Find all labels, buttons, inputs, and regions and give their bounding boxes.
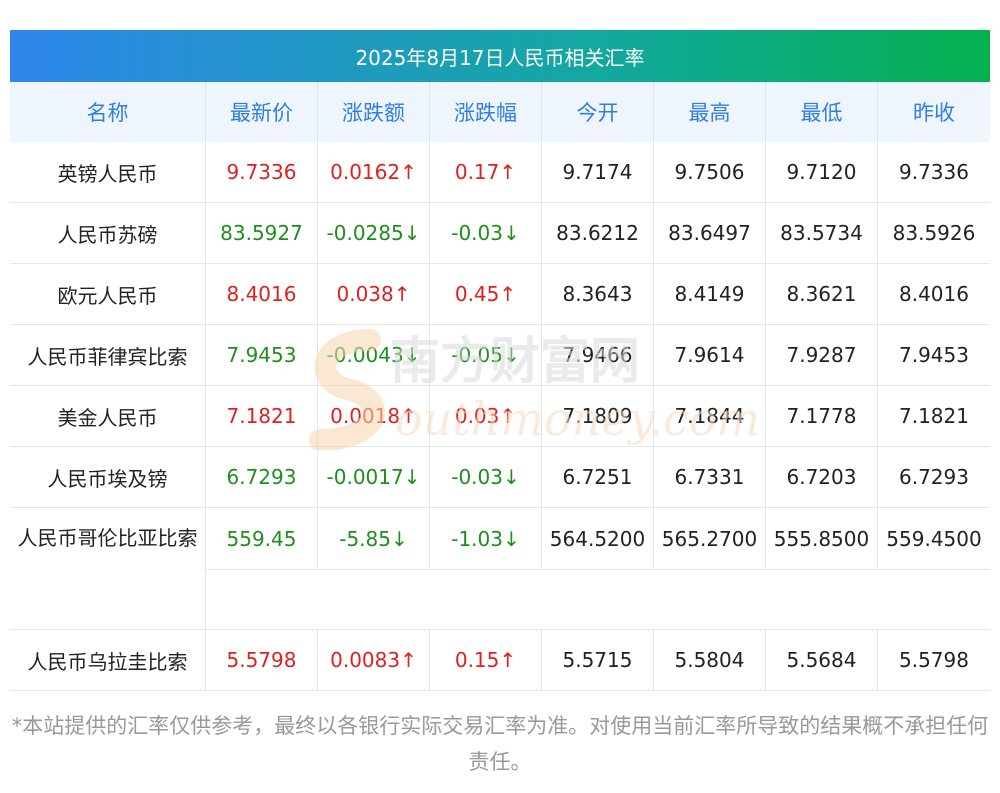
last-price: 9.7336 [206, 142, 318, 202]
high: 5.5804 [654, 630, 766, 690]
table-row: 人民币乌拉圭比索 5.5798 0.0083↑ 0.15↑ 5.5715 5.5804 5.… [10, 630, 990, 691]
header-name: 名称 [10, 82, 206, 142]
row-name: 英镑人民币 [10, 142, 206, 202]
change-pct: 0.45↑ [430, 264, 542, 324]
high: 9.7506 [654, 142, 766, 202]
open: 7.1809 [542, 386, 654, 446]
table-header: 名称 最新价 涨跌额 涨跌幅 今开 最高 最低 昨收 [10, 82, 990, 142]
table-row: 人民币哥伦比亚比索 559.45 -5.85↓ -1.03↓ 564.5200 565.2… [10, 508, 990, 630]
disclaimer: *本站提供的汇率仅供参考，最终以各银行实际交易汇率为准。对使用当前汇率所导致的结… [11, 714, 989, 774]
page-title: 2025年8月17日人民币相关汇率 [10, 30, 990, 82]
open: 8.3643 [542, 264, 654, 324]
change: -0.0043↓ [318, 325, 430, 385]
row-name: 人民币哥伦比亚比索 [10, 508, 206, 630]
prev-close: 6.7293 [899, 465, 969, 489]
row-divider [206, 569, 990, 570]
change: -0.0017↓ [318, 447, 430, 507]
low: 6.7203 [766, 447, 878, 507]
prev-close: 5.5798 [899, 648, 969, 672]
row-name: 人民币埃及镑 [10, 447, 206, 507]
change-pct: -0.05↓ [430, 325, 542, 385]
prev-close: 559.4500 [886, 526, 982, 551]
open: 7.9466 [542, 325, 654, 385]
row-name: 美金人民币 [10, 386, 206, 446]
last-price: 8.4016 [206, 264, 318, 324]
table-row: 欧元人民币 8.4016 0.038↑ 0.45↑ 8.3643 8.4149 8.3621… [10, 264, 990, 325]
low: 83.5734 [766, 203, 878, 263]
change: 0.038↑ [318, 264, 430, 324]
change: -0.0285↓ [318, 203, 430, 263]
last-price: 7.1821 [206, 386, 318, 446]
change-pct: -1.03↓ [430, 508, 542, 569]
table-row: 人民币菲律宾比索 7.9453 -0.0043↓ -0.05↓ 7.9466 7.9614… [10, 325, 990, 386]
high: 83.6497 [654, 203, 766, 263]
high: 565.2700 [654, 508, 766, 569]
header-last: 最新价 [206, 82, 318, 142]
header-change: 涨跌额 [318, 82, 430, 142]
table-row: 人民币埃及镑 6.7293 -0.0017↓ -0.03↓ 6.7251 6.7331 6.… [10, 447, 990, 508]
header-change-pct: 涨跌幅 [430, 82, 542, 142]
row-name: 人民币菲律宾比索 [10, 325, 206, 385]
header-prev-close: 昨收 [913, 101, 955, 125]
change-pct: 0.03↑ [430, 386, 542, 446]
prev-close: 7.1821 [899, 404, 969, 428]
table-row: 人民币苏磅 83.5927 -0.0285↓ -0.03↓ 83.6212 83.6497… [10, 203, 990, 264]
row-name: 欧元人民币 [10, 264, 206, 324]
change: 0.0083↑ [318, 630, 430, 690]
last-price: 559.45 [206, 508, 318, 569]
change-pct: 0.15↑ [430, 630, 542, 690]
header-open: 今开 [542, 82, 654, 142]
prev-close: 9.7336 [899, 160, 969, 184]
last-price: 83.5927 [206, 203, 318, 263]
change: -5.85↓ [318, 508, 430, 569]
header-high: 最高 [654, 82, 766, 142]
last-price: 5.5798 [206, 630, 318, 690]
row-name: 人民币苏磅 [10, 203, 206, 263]
low: 555.8500 [766, 508, 878, 569]
table-row: 美金人民币 7.1821 0.0018↑ 0.03↑ 7.1809 7.1844 7.177… [10, 386, 990, 447]
high: 6.7331 [654, 447, 766, 507]
change: 0.0018↑ [318, 386, 430, 446]
open: 83.6212 [542, 203, 654, 263]
prev-close: 83.5926 [892, 221, 976, 245]
high: 7.9614 [654, 325, 766, 385]
open: 9.7174 [542, 142, 654, 202]
change-pct: -0.03↓ [430, 203, 542, 263]
low: 8.3621 [766, 264, 878, 324]
high: 8.4149 [654, 264, 766, 324]
change-pct: 0.17↑ [430, 142, 542, 202]
low: 7.9287 [766, 325, 878, 385]
open: 5.5715 [542, 630, 654, 690]
prev-close: 7.9453 [899, 343, 969, 367]
low: 9.7120 [766, 142, 878, 202]
change-pct: -0.03↓ [430, 447, 542, 507]
low: 7.1778 [766, 386, 878, 446]
row-name: 人民币乌拉圭比索 [10, 630, 206, 690]
change: 0.0162↑ [318, 142, 430, 202]
open: 564.5200 [542, 508, 654, 569]
last-price: 6.7293 [206, 447, 318, 507]
header-low: 最低 [766, 82, 878, 142]
table-row: 英镑人民币 9.7336 0.0162↑ 0.17↑ 9.7174 9.7506 9.712… [10, 142, 990, 203]
last-price: 7.9453 [206, 325, 318, 385]
open: 6.7251 [542, 447, 654, 507]
prev-close: 8.4016 [899, 282, 969, 306]
low: 5.5684 [766, 630, 878, 690]
high: 7.1844 [654, 386, 766, 446]
